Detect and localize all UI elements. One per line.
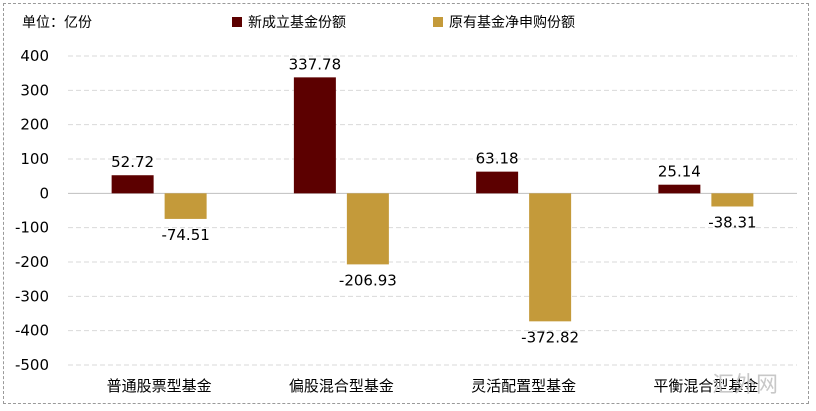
y-tick-label: -400 xyxy=(15,322,49,340)
legend-label-series2: 原有基金净申购份额 xyxy=(449,14,575,31)
bar-series2 xyxy=(711,193,754,207)
y-tick-label: 300 xyxy=(20,81,49,99)
bar-series1 xyxy=(111,175,154,194)
y-tick-label: -100 xyxy=(15,219,49,237)
legend-label-series1: 新成立基金份额 xyxy=(248,14,346,31)
x-tick-label: 普通股票型基金 xyxy=(107,377,212,395)
y-tick-label: 0 xyxy=(39,184,49,202)
bar-series1 xyxy=(658,184,701,194)
y-tick-label: 400 xyxy=(20,47,49,65)
x-axis: 普通股票型基金 偏股混合型基金 灵活配置型基金 平衡混合型基金 xyxy=(107,377,759,395)
bar-series1 xyxy=(476,171,519,194)
data-label: 52.72 xyxy=(111,153,154,171)
bar-series2 xyxy=(346,193,389,265)
bars xyxy=(111,77,754,322)
data-label: 337.78 xyxy=(289,55,342,73)
x-tick-label: 平衡混合型基金 xyxy=(653,377,758,395)
bar-series2 xyxy=(164,193,207,219)
legend-swatch-series1 xyxy=(232,17,242,27)
bar-series2 xyxy=(529,193,572,322)
data-label: 25.14 xyxy=(658,163,701,181)
data-labels: 52.72 337.78 63.18 25.14 -74.51 -206.93 -372.8… xyxy=(111,55,756,346)
x-tick-label: 灵活配置型基金 xyxy=(471,377,576,395)
chart-frame xyxy=(3,3,809,404)
legend: 新成立基金份额 原有基金净申购份额 xyxy=(232,14,575,31)
y-tick-label: 100 xyxy=(20,150,49,168)
x-tick-label: 偏股混合型基金 xyxy=(289,377,394,395)
data-label: -206.93 xyxy=(339,271,397,289)
bar-series1 xyxy=(293,77,336,194)
watermark: 汇外网 xyxy=(712,373,778,398)
y-tick-label: 200 xyxy=(20,116,49,134)
unit-label: 单位：亿份 xyxy=(22,15,92,31)
data-label: 63.18 xyxy=(476,150,519,168)
gridlines xyxy=(68,55,797,366)
y-tick-label: -300 xyxy=(15,287,49,305)
y-tick-label: -200 xyxy=(15,253,49,271)
data-label: -38.31 xyxy=(708,213,756,231)
y-axis: 400 300 200 100 0 -100 -200 -300 -400 -500 xyxy=(15,47,797,374)
data-label: -74.51 xyxy=(161,226,209,244)
legend-swatch-series2 xyxy=(433,17,443,27)
y-tick-label: -500 xyxy=(15,356,49,374)
data-label: -372.82 xyxy=(521,328,579,346)
